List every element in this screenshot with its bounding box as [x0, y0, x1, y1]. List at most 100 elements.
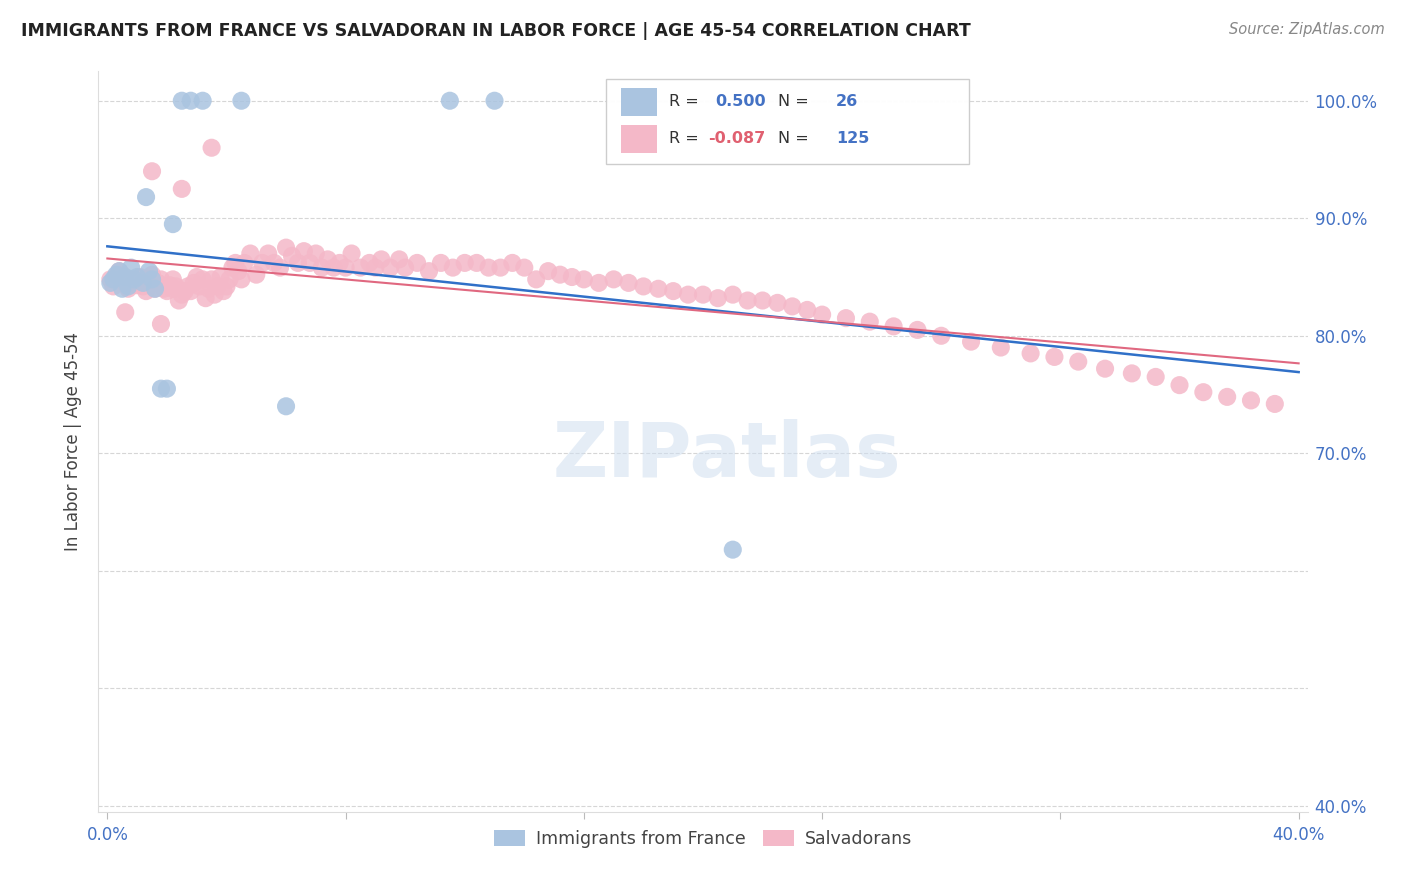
Point [170, 94, 193, 108]
Point [676, 287, 699, 301]
Bar [621, 125, 657, 153]
Point [149, 272, 172, 286]
Point [394, 260, 416, 275]
Point [167, 293, 190, 308]
Point [143, 282, 166, 296]
Point [1043, 350, 1066, 364]
Point [418, 264, 440, 278]
Text: 125: 125 [837, 131, 869, 146]
Point [135, 190, 157, 204]
Point [329, 256, 352, 270]
Point [340, 246, 363, 260]
Point [263, 256, 285, 270]
Point [292, 244, 315, 259]
Point [501, 256, 523, 270]
Legend: Immigrants from France, Salvadorans: Immigrants from France, Salvadorans [488, 823, 918, 855]
Point [737, 293, 759, 308]
Point [98, 276, 121, 290]
Point [105, 270, 128, 285]
Text: 0.500: 0.500 [716, 95, 766, 109]
Point [188, 279, 211, 293]
Text: IMMIGRANTS FROM FRANCE VS SALVADORAN IN LABOR FORCE | AGE 45-54 CORRELATION CHAR: IMMIGRANTS FROM FRANCE VS SALVADORAN IN … [21, 22, 970, 40]
Point [200, 141, 222, 155]
Point [117, 279, 139, 293]
Point [186, 270, 208, 285]
Point [138, 272, 160, 286]
Point [209, 270, 232, 285]
Point [305, 246, 328, 260]
Point [153, 282, 176, 296]
Point [1168, 378, 1191, 392]
Text: -0.087: -0.087 [707, 131, 765, 146]
Point [406, 256, 429, 270]
Point [811, 308, 834, 322]
Point [183, 276, 205, 290]
Point [108, 264, 131, 278]
Point [156, 382, 179, 396]
Point [120, 260, 142, 275]
Text: Source: ZipAtlas.com: Source: ZipAtlas.com [1229, 22, 1385, 37]
Point [796, 302, 818, 317]
Point [149, 382, 172, 396]
Point [859, 315, 882, 329]
Point [1264, 397, 1286, 411]
Text: N =: N = [778, 131, 814, 146]
Point [513, 260, 536, 275]
Point [349, 260, 371, 275]
Point [1240, 393, 1263, 408]
Point [439, 94, 461, 108]
Point [274, 399, 297, 413]
Point [662, 284, 685, 298]
Point [766, 296, 789, 310]
Point [441, 260, 464, 275]
Point [257, 246, 280, 260]
Point [245, 268, 267, 282]
Point [108, 264, 131, 278]
Point [647, 282, 669, 296]
Point [127, 270, 149, 285]
Point [117, 282, 139, 296]
Point [162, 272, 184, 286]
Point [602, 272, 624, 286]
Point [721, 542, 744, 557]
Point [311, 260, 333, 275]
Point [572, 272, 595, 286]
Point [218, 272, 240, 286]
Point [146, 276, 169, 290]
Point [129, 270, 152, 285]
Text: N =: N = [778, 95, 814, 109]
Point [180, 284, 202, 298]
Point [1192, 385, 1215, 400]
Point [1019, 346, 1042, 360]
Point [370, 252, 392, 267]
Point [215, 279, 238, 293]
Point [180, 94, 202, 108]
Point [782, 299, 804, 313]
Point [835, 311, 858, 326]
Point [191, 94, 214, 108]
Point [388, 252, 411, 267]
Point [617, 276, 640, 290]
Point [692, 287, 714, 301]
Point [1216, 390, 1239, 404]
Point [252, 256, 274, 270]
Text: R =: R = [669, 131, 704, 146]
Point [484, 94, 506, 108]
Point [204, 287, 226, 301]
Point [162, 282, 184, 296]
Point [316, 252, 339, 267]
Point [221, 260, 243, 275]
Point [138, 264, 160, 278]
Point [141, 268, 163, 282]
Point [548, 268, 571, 282]
Point [990, 341, 1012, 355]
Point [454, 256, 477, 270]
Point [170, 287, 193, 301]
Point [132, 276, 155, 290]
FancyBboxPatch shape [606, 78, 969, 164]
Point [98, 272, 121, 286]
Point [1121, 367, 1143, 381]
Point [156, 284, 179, 298]
Point [907, 323, 929, 337]
Point [233, 256, 256, 270]
